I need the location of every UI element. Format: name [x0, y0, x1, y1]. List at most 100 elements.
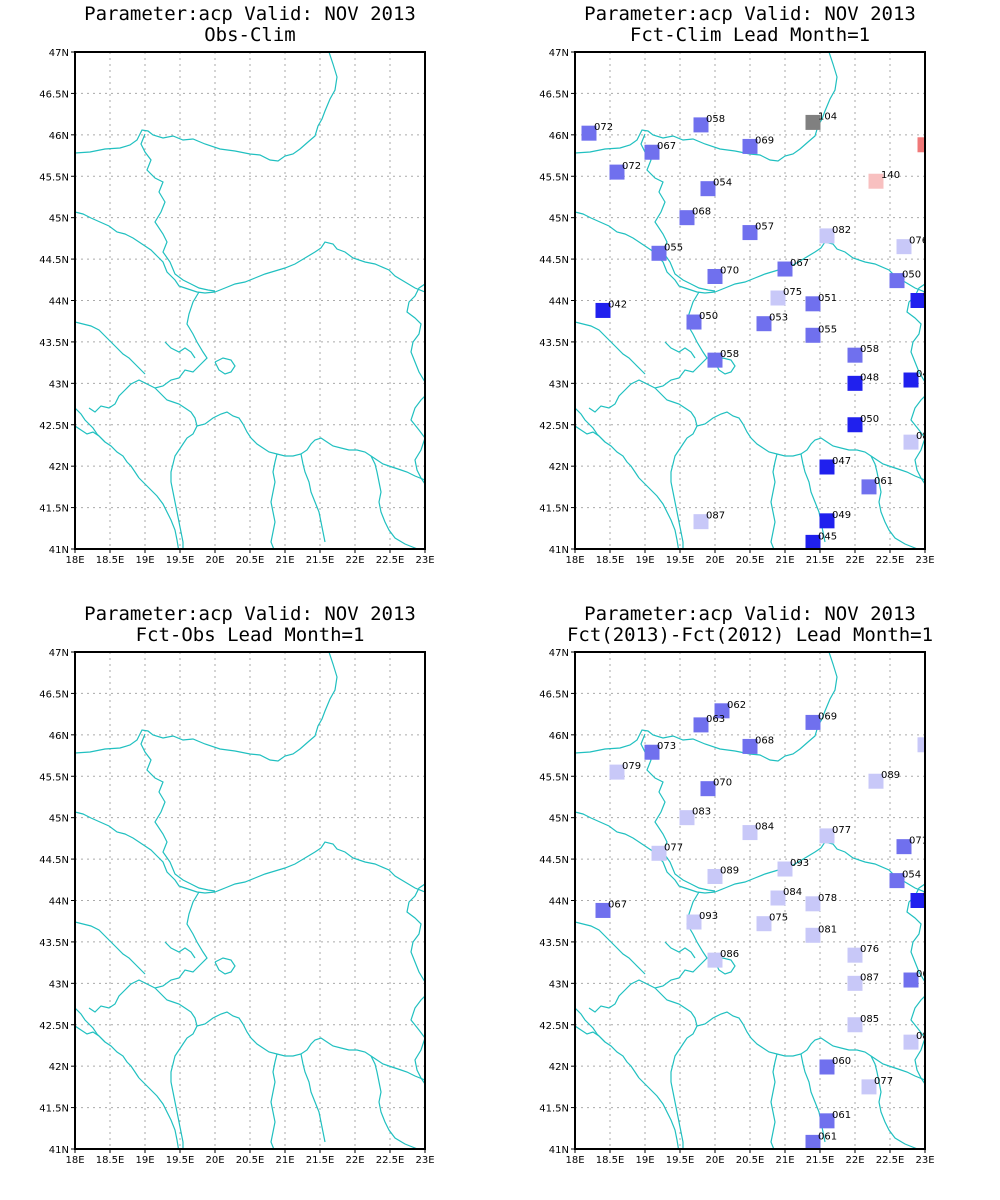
lat-tick-label: 44N — [49, 897, 69, 908]
lat-tick-label: 46.5N — [539, 689, 569, 700]
station-label: 080 — [916, 431, 935, 442]
station-label: 050 — [699, 311, 718, 322]
station-marker — [686, 314, 702, 330]
lat-tick-label: 46N — [49, 731, 69, 742]
lon-tick-label: 18E — [565, 555, 584, 566]
station-marker — [805, 714, 821, 730]
station-marker — [595, 902, 611, 918]
station-marker — [595, 302, 611, 318]
lon-tick-label: 18E — [565, 1155, 584, 1166]
station-marker — [756, 916, 772, 932]
station-marker — [819, 228, 835, 244]
station-marker — [847, 417, 863, 433]
station-marker — [700, 781, 716, 797]
lat-tick-label: 43.5N — [39, 338, 69, 349]
panel-subtitle: Obs-Clim — [204, 24, 296, 46]
station-label: 068 — [755, 735, 774, 746]
station-label: 043 — [916, 369, 935, 380]
lat-tick-label: 45N — [549, 214, 569, 225]
lat-tick-label: 44.5N — [39, 255, 69, 266]
lon-tick-label: 21E — [275, 555, 294, 566]
station-label: 077 — [832, 825, 851, 836]
station-label: 085 — [860, 1014, 879, 1025]
lon-tick-label: 18E — [65, 1155, 84, 1166]
station-label: 045 — [818, 531, 837, 542]
lon-tick-label: 19.5E — [166, 1155, 195, 1166]
station-label: 085 — [916, 1031, 935, 1042]
lat-tick-label: 45N — [49, 814, 69, 825]
station-label: 093 — [790, 858, 809, 869]
station-marker — [903, 434, 919, 450]
lon-tick-label: 20.5E — [236, 1155, 265, 1166]
station-label: 093 — [699, 911, 718, 922]
station-label: 050 — [860, 414, 879, 425]
lat-tick-label: 46N — [49, 131, 69, 142]
station-marker — [805, 534, 821, 549]
lon-tick-label: 18.5E — [596, 555, 625, 566]
station-label: 061 — [818, 1131, 837, 1142]
graticule — [574, 51, 926, 550]
station-label: 048 — [860, 372, 879, 383]
station-marker — [903, 372, 919, 388]
station-marker — [707, 952, 723, 968]
lon-tick-label: 23E — [915, 555, 934, 566]
lon-tick-label: 23E — [415, 555, 434, 566]
panel-title: Parameter:acp Valid: NOV 2013 — [84, 603, 416, 625]
lon-tick-label: 22E — [345, 1155, 364, 1166]
station-label: 075 — [783, 287, 802, 298]
lon-tick-label: 20.5E — [736, 555, 765, 566]
station-marker — [819, 1059, 835, 1075]
lon-tick-label: 18.5E — [596, 1155, 625, 1166]
station-marker — [707, 868, 723, 884]
station-label: 151 — [930, 134, 949, 145]
lon-tick-label: 20.5E — [236, 555, 265, 566]
station-label: 058 — [720, 349, 739, 360]
station-marker — [651, 845, 667, 861]
lat-tick-label: 46.5N — [39, 689, 69, 700]
station-marker — [847, 1017, 863, 1033]
station-markers: 072 058 104 151 067 069 072 140 054 068 057 082 076 0… — [581, 111, 949, 549]
station-marker — [700, 181, 716, 197]
lon-tick-label: 19E — [635, 555, 654, 566]
lat-tick-label: 47N — [49, 48, 69, 59]
station-label: 078 — [930, 734, 949, 745]
station-label: 060 — [832, 1056, 851, 1067]
lat-tick-label: 42N — [49, 1062, 69, 1073]
country-borders — [75, 52, 425, 549]
station-marker — [847, 975, 863, 991]
lon-tick-label: 21.5E — [806, 555, 835, 566]
lon-tick-label: 20E — [705, 555, 724, 566]
lat-tick-label: 46N — [549, 131, 569, 142]
panel-subtitle: Fct-Obs Lead Month=1 — [136, 624, 365, 646]
station-label: 070 — [720, 265, 739, 276]
station-label: 067 — [790, 258, 809, 269]
panels-layer: Parameter:acp Valid: NOV 2013 Obs-Clim 18E… — [39, 3, 949, 1166]
lat-tick-label: 41.5N — [539, 1104, 569, 1115]
station-label: 087 — [706, 511, 725, 522]
station-label: 058 — [706, 114, 725, 125]
lat-tick-label: 41N — [49, 1145, 69, 1156]
station-marker — [819, 513, 835, 529]
station-marker — [910, 293, 925, 308]
station-marker — [693, 514, 709, 530]
lat-tick-label: 42N — [549, 462, 569, 473]
station-label: 082 — [832, 225, 851, 236]
lat-tick-label: 41N — [549, 1145, 569, 1156]
station-marker — [805, 114, 821, 130]
station-label: 076 — [860, 944, 879, 955]
station-label: 089 — [881, 770, 900, 781]
station-label: 055 — [664, 242, 683, 253]
country-borders — [75, 652, 425, 1149]
lon-tick-label: 18.5E — [96, 555, 125, 566]
lat-tick-label: 46.5N — [39, 89, 69, 100]
station-label: 047 — [832, 456, 851, 467]
station-marker — [917, 737, 925, 753]
lon-tick-label: 21.5E — [806, 1155, 835, 1166]
station-label: 057 — [755, 222, 774, 233]
lat-tick-label: 42.5N — [539, 421, 569, 432]
station-marker — [777, 861, 793, 877]
station-label: 069 — [755, 135, 774, 146]
station-marker — [847, 947, 863, 963]
station-label: 084 — [755, 822, 774, 833]
lat-tick-label: 45N — [49, 214, 69, 225]
